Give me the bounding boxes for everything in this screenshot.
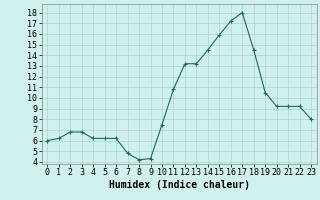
X-axis label: Humidex (Indice chaleur): Humidex (Indice chaleur) <box>109 180 250 190</box>
